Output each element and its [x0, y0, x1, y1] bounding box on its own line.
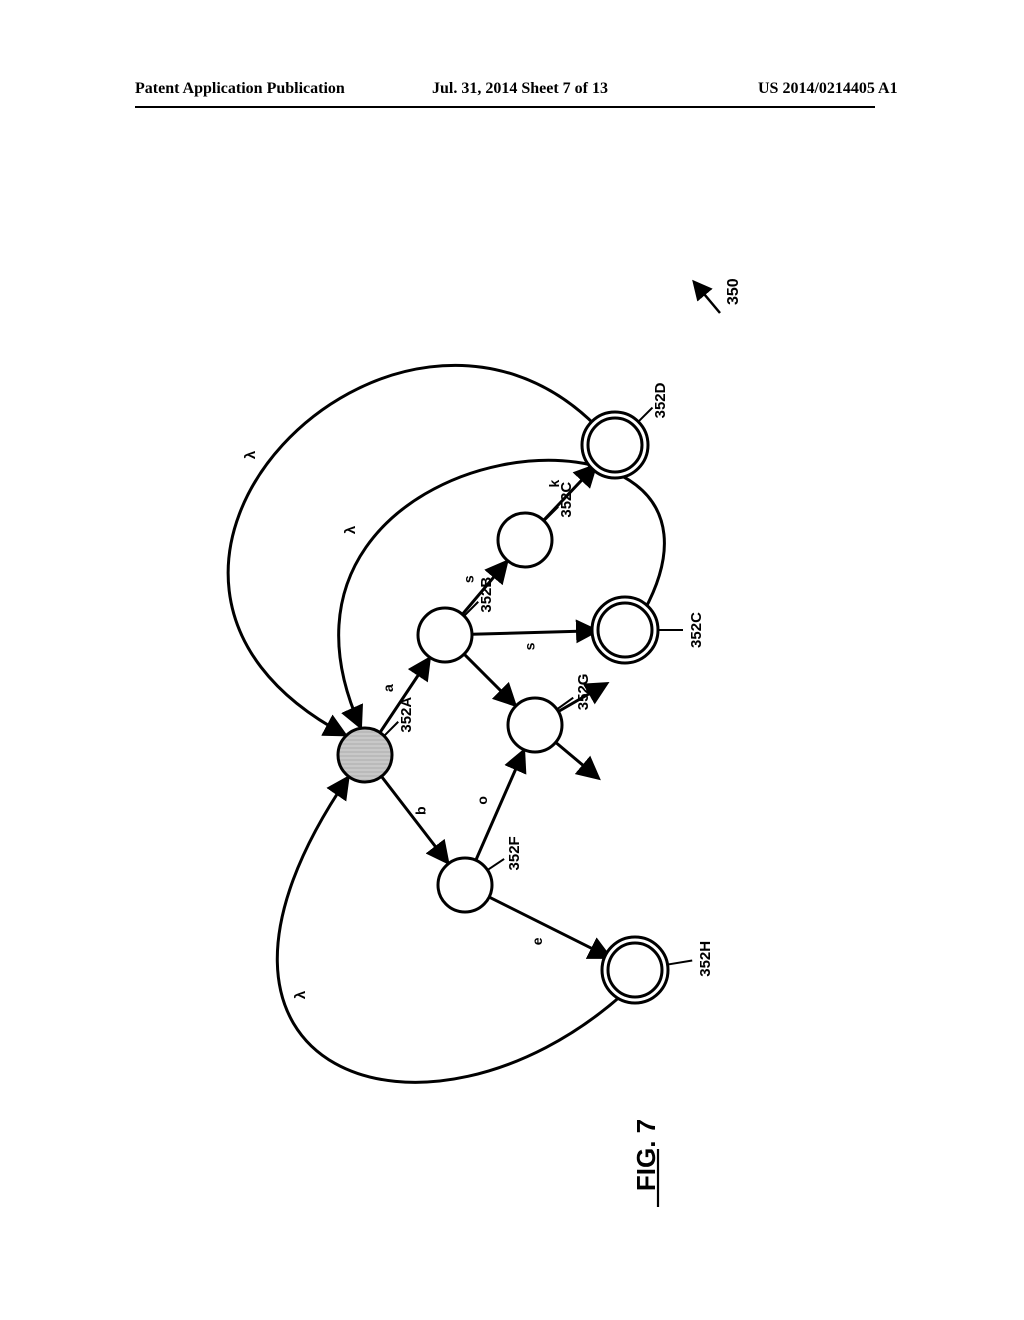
node-circle-C2	[598, 603, 652, 657]
node-circle-G	[508, 698, 562, 752]
header-date-sheet: Jul. 31, 2014 Sheet 7 of 13	[432, 80, 608, 98]
leader-C1	[544, 507, 558, 521]
svg-text:e: e	[529, 937, 545, 945]
node-label-G: 352G	[575, 674, 592, 711]
node-circle-B	[418, 608, 472, 662]
header-rule	[135, 106, 875, 108]
node-A	[338, 722, 398, 782]
edge-H-A	[277, 778, 623, 1082]
figure-svg: asksboeλλλ352A352B352C352D352C352G352F35…	[95, 155, 935, 1215]
node-label-C2: 352C	[688, 612, 705, 648]
figure-label: FIG. 7	[631, 1119, 661, 1191]
svg-text:o: o	[474, 796, 490, 805]
node-B	[418, 602, 478, 662]
svg-text:λ: λ	[242, 450, 259, 459]
svg-text:a: a	[380, 684, 396, 692]
svg-text:λ: λ	[342, 525, 359, 534]
node-circle-A	[338, 728, 392, 782]
edge-A-F	[381, 776, 447, 862]
node-circle-F	[438, 858, 492, 912]
figure-container: asksboeλλλ352A352B352C352D352C352G352F35…	[95, 155, 935, 1215]
svg-text:s: s	[461, 575, 477, 583]
node-label-F: 352F	[506, 836, 523, 870]
header-pub-number: US 2014/0214405 A1	[758, 80, 898, 98]
svg-text:b: b	[412, 806, 428, 815]
node-C1	[498, 507, 558, 567]
node-label-H: 352H	[697, 941, 714, 977]
leader-D	[638, 408, 652, 422]
leader-H	[668, 960, 693, 964]
edge-B-C2	[472, 631, 596, 634]
node-label-A: 352A	[398, 697, 415, 733]
node-circle-D	[588, 418, 642, 472]
node-F	[438, 858, 504, 912]
node-G	[508, 698, 573, 752]
ref-arrow	[694, 282, 720, 313]
edge-stub-G	[556, 742, 598, 777]
svg-text:λ: λ	[292, 990, 309, 999]
node-label-B: 352B	[478, 577, 495, 613]
leader-F	[487, 859, 504, 870]
ref-number: 350	[725, 278, 742, 305]
header-publication: Patent Application Publication	[135, 80, 345, 98]
edge-F-H	[489, 897, 609, 957]
page-header: Patent Application Publication Jul. 31, …	[0, 80, 1024, 110]
node-circle-C1	[498, 513, 552, 567]
node-label-D: 352D	[652, 382, 669, 418]
edge-B-G	[464, 654, 514, 704]
node-C2	[592, 597, 683, 663]
node-H	[602, 937, 692, 1003]
node-label-C1: 352C	[558, 482, 575, 518]
node-circle-H	[608, 943, 662, 997]
page: Patent Application Publication Jul. 31, …	[0, 0, 1024, 1320]
svg-text:s: s	[521, 642, 537, 650]
node-D	[582, 408, 652, 478]
